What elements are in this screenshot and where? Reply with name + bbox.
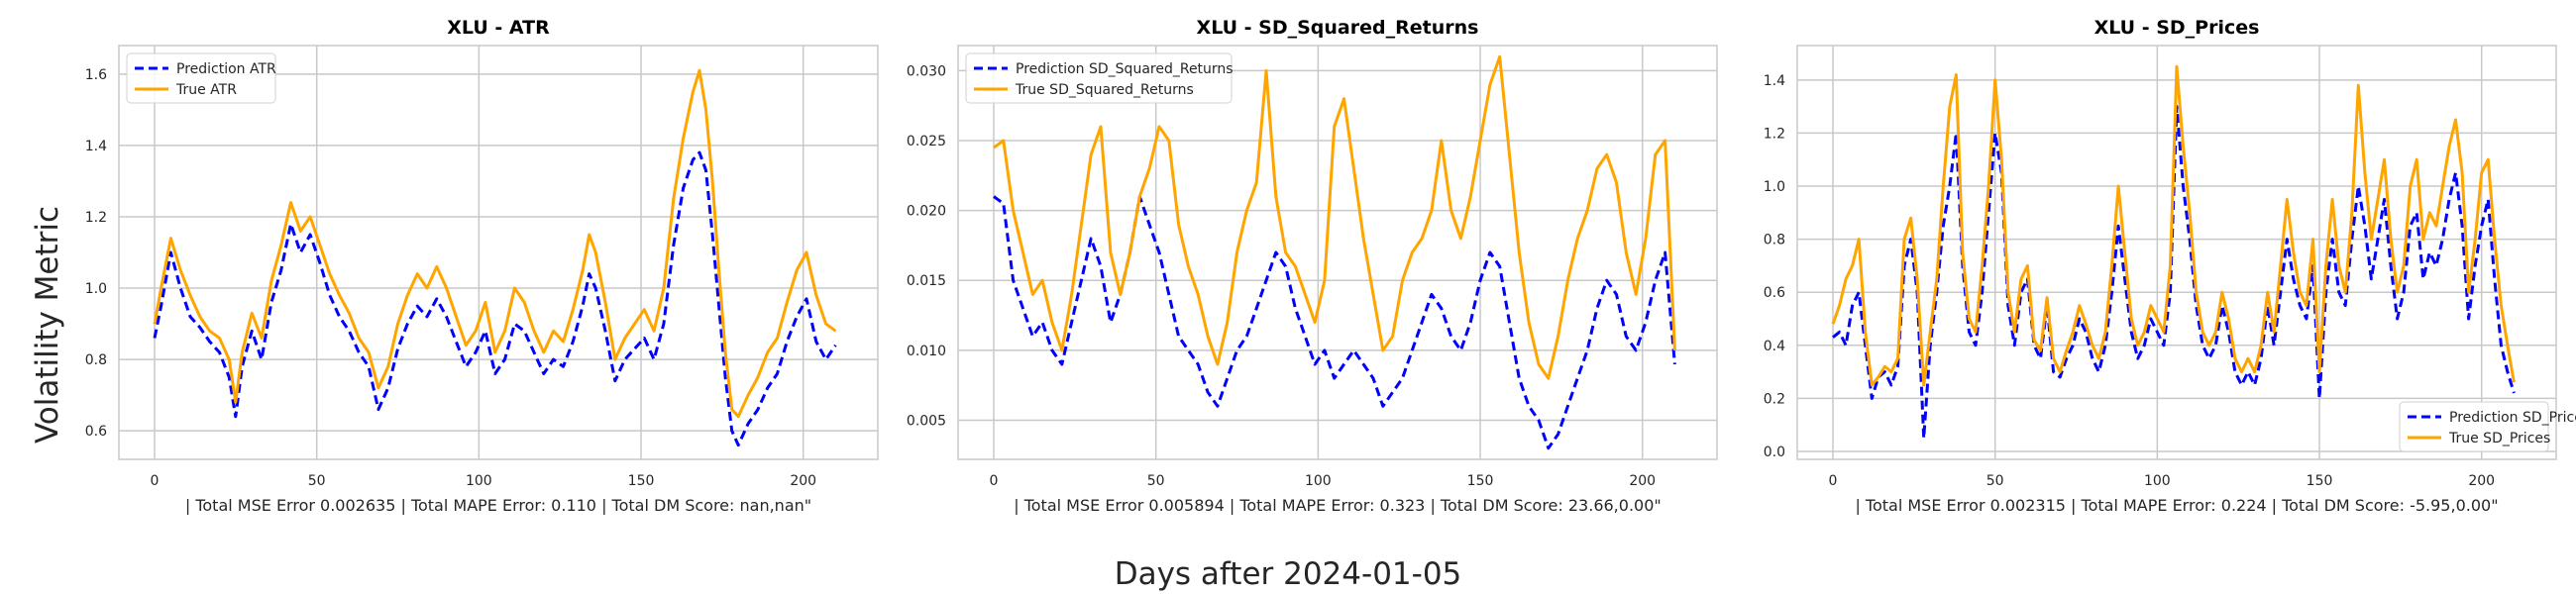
x-tick-label: 50	[1147, 473, 1165, 489]
x-tick-label: 50	[308, 473, 326, 489]
x-tick-label: 200	[790, 473, 816, 489]
true-line	[993, 54, 1676, 380]
chart-panel-1: 0.6 0.8 1.0 1.2 1.4 1.6 0 50 100 150 200 XLU - ATR |…	[85, 17, 879, 515]
y-tick-label: 1.4	[85, 139, 107, 154]
figure-ylabel: Volatility Metric	[30, 206, 65, 444]
legend-prediction-label: Prediction SD_Squared_Returns	[1016, 61, 1234, 77]
legend-prediction-label: Prediction ATR	[176, 61, 276, 77]
x-tick-label: 150	[1467, 473, 1494, 489]
x-tick-label: 50	[1986, 473, 2004, 489]
x-tick-label: 200	[1629, 473, 1656, 489]
y-tick-label: 0.2	[1764, 391, 1785, 407]
axes-frame	[118, 45, 879, 460]
x-tick-label: 0	[990, 473, 999, 489]
axes-frame	[957, 45, 1718, 460]
chart-panel-3: 0.0 0.2 0.4 0.6 0.8 1.0 1.2 1.4 0 50 100 150 200 XLU …	[1764, 17, 2576, 515]
y-tick-label: 0.005	[907, 413, 946, 429]
x-tick-label: 100	[466, 473, 492, 489]
y-tick-label: 0.030	[907, 63, 946, 79]
prediction-line	[1832, 105, 2516, 441]
y-tick-label: 1.2	[85, 210, 107, 226]
x-tick-label: 0	[1829, 473, 1838, 489]
chart-title: XLU - SD_Prices	[2094, 17, 2260, 39]
legend-box	[965, 52, 1233, 104]
chart-panel-2: 0.005 0.010 0.015 0.020 0.025 0.030 0 50 100 150 2…	[907, 17, 1718, 515]
axes-frame	[1796, 45, 2557, 460]
legend: Prediction SD_Prices True SD_Prices	[2399, 401, 2576, 452]
y-tick-label: 0.6	[1764, 285, 1785, 301]
y-tick-label: 0.0	[1764, 445, 1785, 460]
y-tick-label: 0.8	[85, 352, 107, 368]
legend: Prediction ATR True ATR	[126, 52, 276, 104]
true-line	[1831, 64, 2516, 387]
error-summary: | Total MSE Error 0.005894 | Total MAPE …	[1014, 496, 1662, 515]
y-tick-label: 1.6	[85, 67, 107, 83]
y-tick-label: 0.015	[907, 273, 946, 289]
prediction-line	[993, 195, 1676, 450]
y-tick-label: 0.8	[1764, 233, 1785, 248]
y-tick-label: 1.4	[1764, 73, 1785, 89]
prediction-line	[153, 150, 837, 447]
figure-xlabel: Days after 2024-01-05	[1115, 556, 1462, 592]
y-tick-label: 0.010	[907, 344, 946, 359]
y-tick-label: 1.0	[1764, 179, 1785, 195]
chart-title: XLU - SD_Squared_Returns	[1197, 17, 1479, 39]
x-tick-label: 150	[628, 473, 655, 489]
y-tick-label: 1.2	[1764, 126, 1785, 142]
error-summary: | Total MSE Error 0.002635 | Total MAPE …	[185, 496, 811, 515]
y-tick-label: 0.025	[907, 134, 946, 149]
y-tick-label: 0.4	[1764, 339, 1785, 354]
true-line	[153, 68, 837, 419]
x-tick-label: 100	[1305, 473, 1332, 489]
x-tick-label: 100	[2144, 473, 2171, 489]
legend-prediction-label: Prediction SD_Prices	[2449, 410, 2576, 426]
legend-true-label: True ATR	[175, 82, 237, 98]
x-tick-label: 0	[151, 473, 160, 489]
x-tick-label: 200	[2468, 473, 2495, 489]
y-tick-label: 1.0	[85, 281, 107, 297]
legend-true-label: True SD_Squared_Returns	[1015, 82, 1194, 98]
x-tick-label: 150	[2307, 473, 2333, 489]
chart-title: XLU - ATR	[447, 17, 550, 39]
legend: Prediction SD_Squared_Returns True SD_Squ…	[965, 52, 1234, 104]
error-summary: | Total MSE Error 0.002315 | Total MAPE …	[1855, 496, 2498, 515]
y-tick-label: 0.6	[85, 424, 107, 440]
legend-true-label: True SD_Prices	[2448, 431, 2550, 446]
y-tick-label: 0.020	[907, 204, 946, 220]
